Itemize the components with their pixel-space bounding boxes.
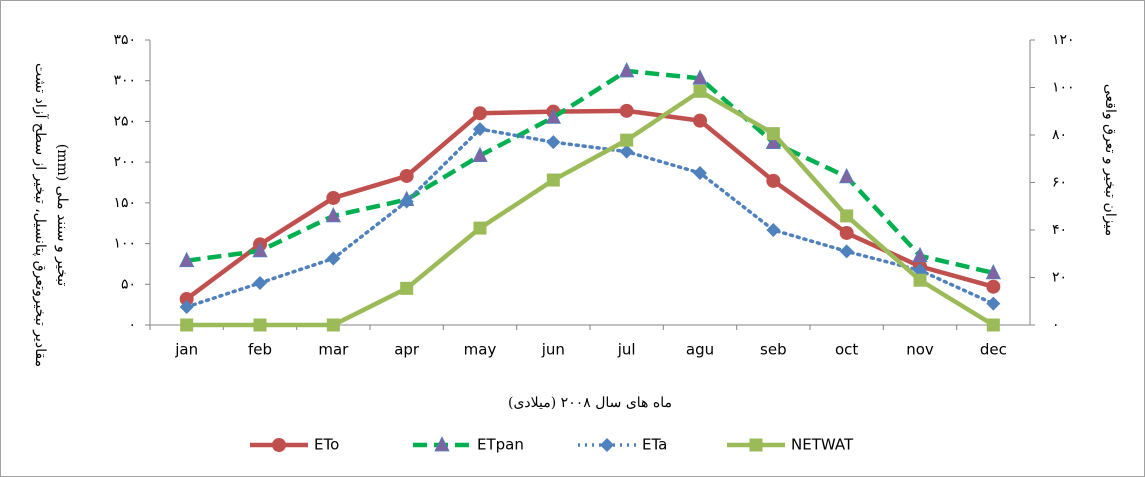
marker (600, 438, 614, 452)
x-tick-label: jul (617, 341, 636, 359)
marker (326, 190, 341, 205)
marker (473, 221, 487, 235)
x-tick-label: dec (980, 341, 1007, 359)
marker (619, 144, 634, 159)
marker (986, 318, 1000, 332)
y-tick-label: ۲۵۰ (113, 113, 136, 129)
marker (765, 133, 781, 149)
x-tick-label: nov (906, 341, 934, 359)
marker (693, 84, 707, 98)
marker (693, 166, 707, 180)
marker (326, 318, 340, 332)
marker (472, 146, 488, 163)
marker (252, 242, 268, 258)
series-line (186, 88, 995, 328)
marker (986, 296, 1001, 311)
x-tick-label: may (464, 341, 497, 359)
legend-label: ETpan (477, 436, 524, 454)
series-line (186, 68, 994, 276)
marker (839, 167, 855, 184)
marker (473, 106, 487, 121)
x-tick-label: agu (686, 341, 714, 359)
y-axis-title: تبخیر و سنند ملی (mm) (54, 144, 70, 287)
y2-tick-label: ۶۰ (1052, 175, 1067, 191)
marker (179, 299, 194, 314)
marker (325, 206, 341, 223)
x-tick-label: feb (248, 341, 272, 359)
series-line (185, 108, 994, 301)
x-tick-label: mar (318, 341, 349, 359)
x-tick-label: jan (174, 341, 198, 359)
marker (912, 246, 928, 263)
marker (839, 244, 854, 259)
y2-tick-label: ۰ (1052, 317, 1060, 333)
y2-tick-label: ۸۰ (1052, 127, 1067, 143)
x-tick-label: apr (394, 341, 420, 359)
marker (986, 279, 1001, 294)
marker (620, 133, 634, 147)
marker (766, 127, 780, 141)
marker (399, 194, 414, 209)
marker (985, 263, 1001, 280)
legend-label: ETo (314, 436, 339, 454)
marker (434, 436, 450, 452)
marker (619, 103, 634, 118)
marker (619, 62, 635, 78)
marker (692, 69, 708, 85)
marker (749, 438, 763, 452)
x-tick-label: jun (541, 341, 565, 359)
marker (253, 275, 267, 290)
y-tick-label: ۳۰۰ (113, 73, 136, 89)
marker (839, 225, 854, 240)
marker (766, 173, 781, 188)
marker (253, 318, 267, 332)
marker (840, 209, 854, 223)
marker (545, 108, 561, 124)
y2-tick-label: ۴۰ (1052, 222, 1067, 238)
y2-axis-title: میزان تبخیر و تعرق واقعی (1102, 84, 1118, 236)
marker (546, 135, 561, 150)
y2-tick-label: ۱۰۰ (1052, 80, 1075, 96)
marker (913, 273, 927, 287)
x-tick-label: seb (760, 341, 787, 359)
marker (272, 438, 286, 452)
marker (766, 223, 781, 237)
y2-tick-label: ۱۲۰ (1052, 32, 1075, 48)
x-axis-title: ماه های سال ۲۰۰۸ (میلادی) (508, 395, 672, 411)
marker (179, 291, 194, 306)
marker (399, 168, 414, 183)
y-tick-label: ۰ (128, 317, 136, 333)
y2-tick-label: ۲۰ (1052, 270, 1067, 286)
legend-label: NETWAT (791, 436, 854, 454)
marker (180, 318, 194, 332)
series-line (184, 127, 996, 309)
y-axis-title: مقادیر تبخیروتعرق پتانسیل، تبخیر از سطح … (32, 63, 50, 367)
y-tick-label: ۱۰۰ (113, 236, 136, 252)
y-tick-label: ۳۵۰ (113, 32, 136, 48)
marker (400, 281, 414, 295)
y-tick-label: ۱۵۰ (113, 195, 136, 211)
legend-label: ETa (642, 436, 667, 454)
marker (473, 122, 487, 137)
marker (546, 173, 560, 187)
y-tick-label: ۵۰ (121, 276, 136, 292)
marker (326, 251, 341, 266)
marker (693, 113, 707, 128)
x-tick-label: oct (835, 341, 858, 359)
y-tick-label: ۲۰۰ (113, 154, 136, 170)
marker (179, 251, 195, 268)
